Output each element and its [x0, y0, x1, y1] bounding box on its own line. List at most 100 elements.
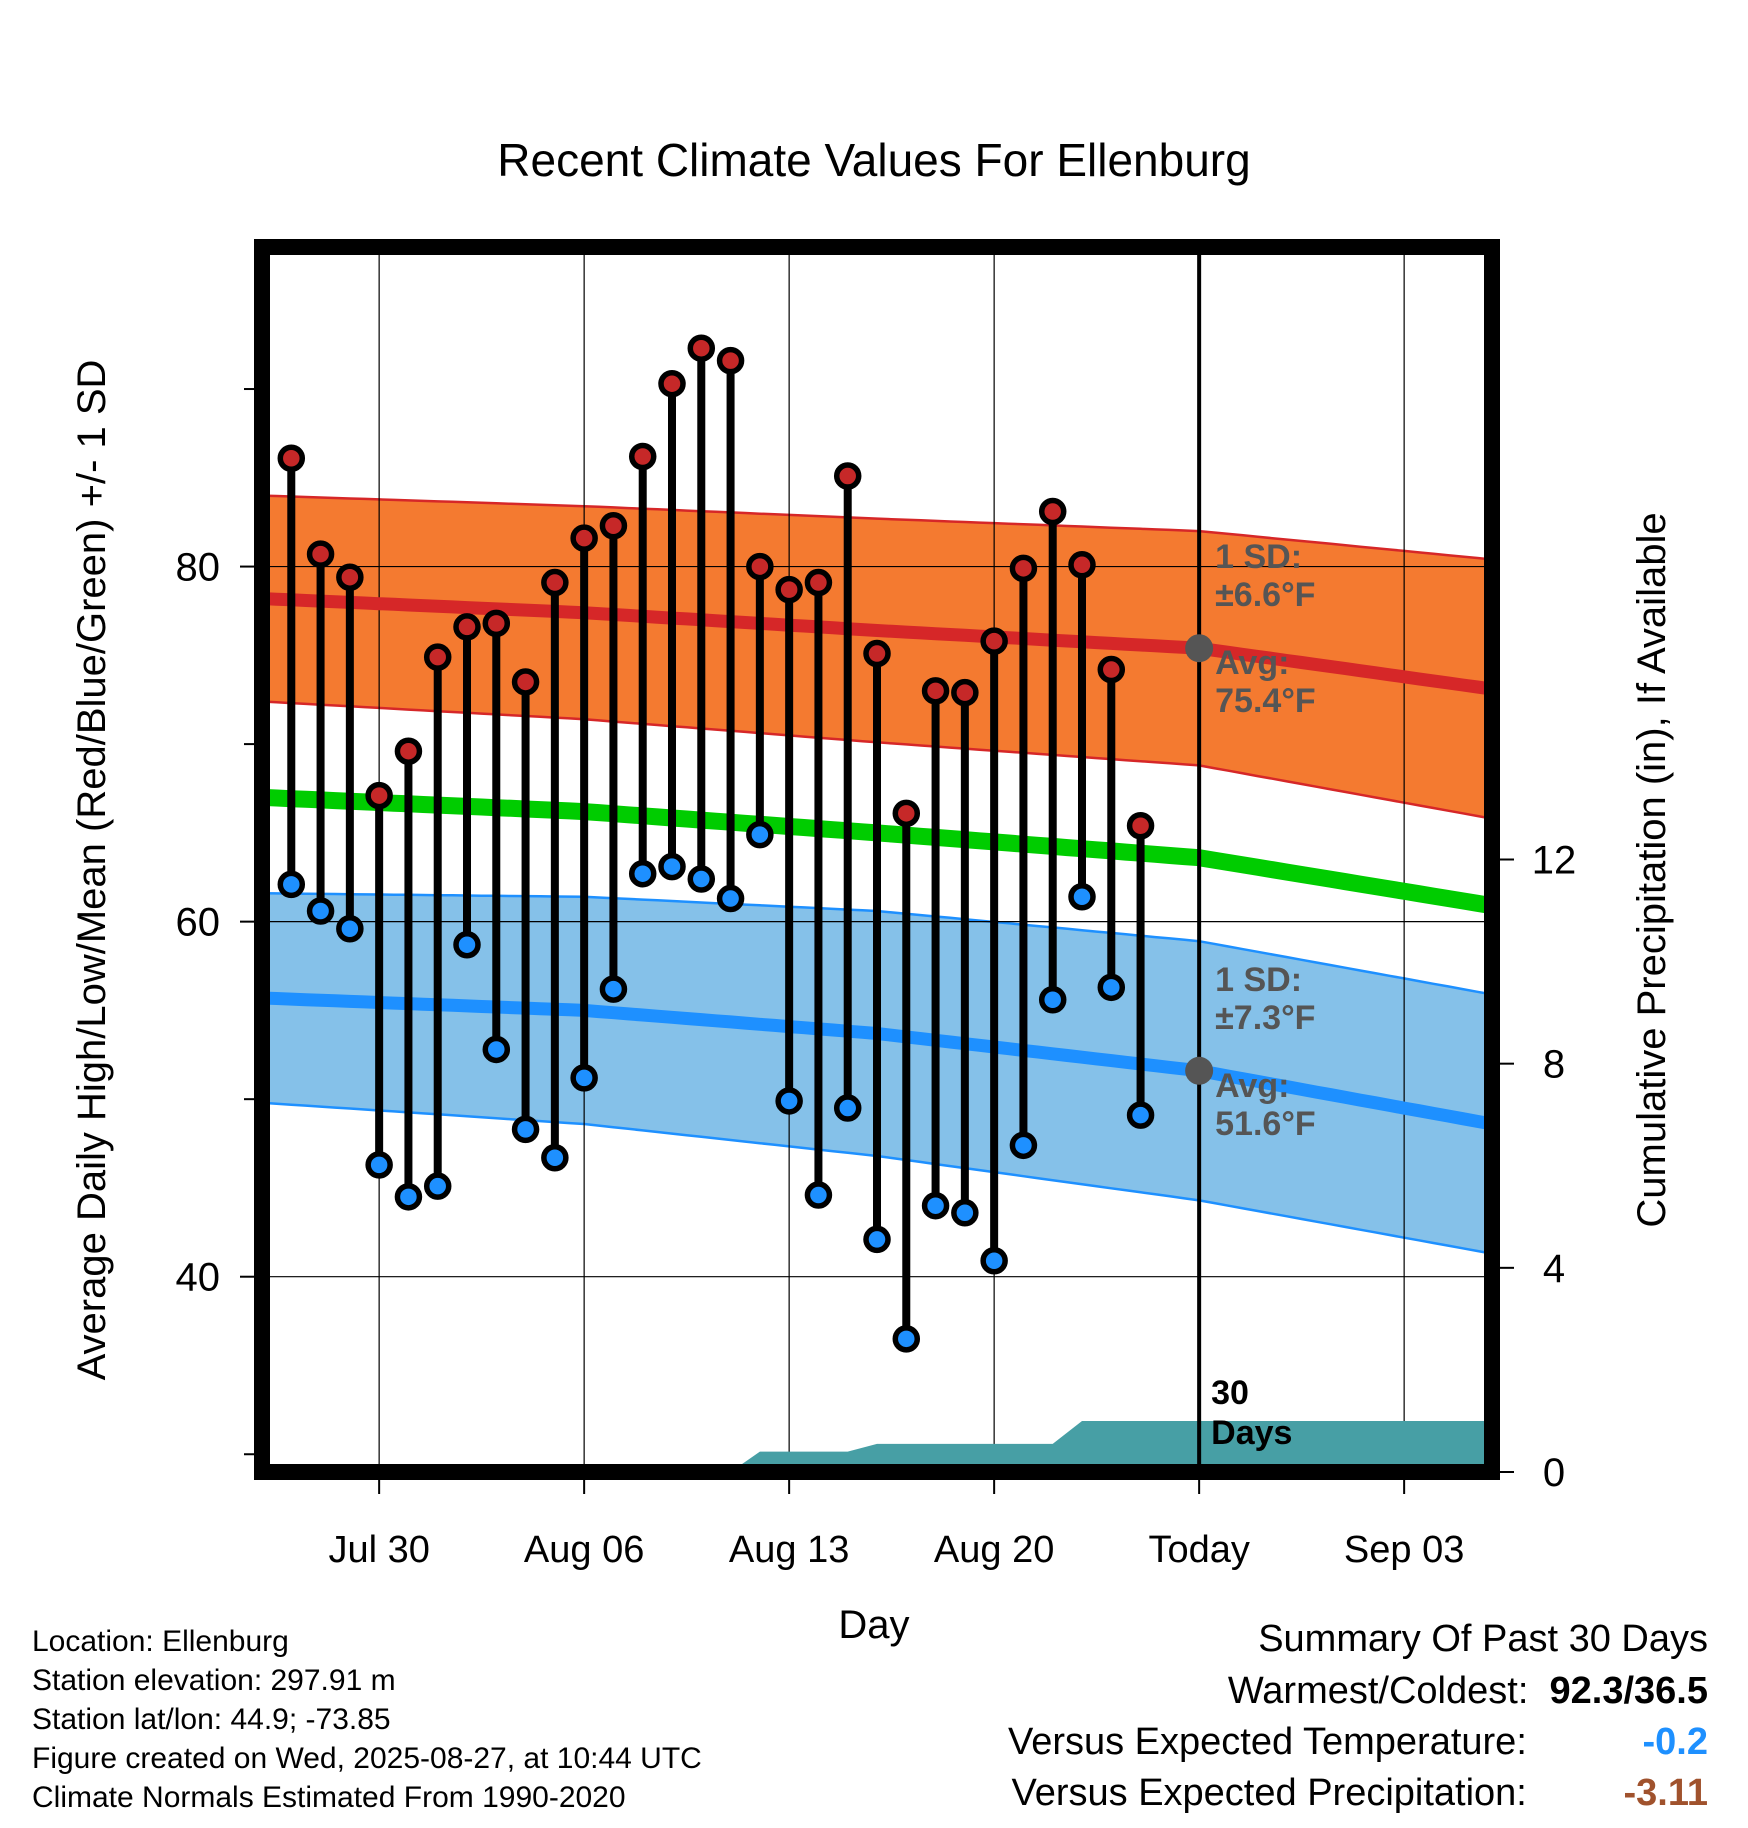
temp-value: -0.2	[1642, 1721, 1708, 1763]
daily-low-point	[482, 1035, 511, 1064]
x-axis-label: Day	[838, 1603, 909, 1647]
daily-low-point	[687, 865, 716, 893]
y-axis-label-right: Cumulative Precipitation (in), If Availa…	[1630, 512, 1674, 1227]
x-tick-label: Aug 13	[729, 1529, 849, 1571]
daily-low-point	[423, 1172, 452, 1200]
daily-high-point	[1068, 551, 1096, 579]
daily-high-point	[1126, 812, 1155, 840]
daily-low-point	[746, 820, 774, 849]
plot-border	[254, 239, 1500, 1480]
daily-high-point	[716, 346, 745, 375]
daily-high-point	[658, 369, 686, 398]
daily-low-point	[980, 1246, 1008, 1275]
normal-high-line	[261, 592, 1493, 696]
daily-high-point	[570, 524, 598, 552]
daily-low-point	[628, 859, 657, 888]
x-tick-label: Sep 03	[1344, 1529, 1464, 1571]
daily-low-point	[1097, 973, 1126, 1002]
daily-high-point	[775, 575, 803, 604]
daily-high-point	[687, 334, 716, 362]
daily-high-point	[336, 563, 364, 591]
daily-high-point	[1038, 497, 1067, 526]
daily-high-point	[423, 643, 452, 671]
daily-high-point	[541, 568, 569, 597]
daily-high-point	[453, 613, 481, 641]
daily-low-point	[951, 1199, 979, 1227]
daily-low-point	[1009, 1131, 1038, 1160]
daily-low-point	[658, 852, 686, 881]
info-created: Figure created on Wed, 2025-08-27, at 10…	[32, 1742, 702, 1775]
y-left-tick-label: 60	[176, 901, 221, 945]
high-sd-label: 1 SD:	[1215, 538, 1302, 576]
daily-low-point	[716, 884, 745, 913]
precipitation-area	[262, 1421, 1492, 1472]
precip-label: Versus Expected Precipitation:	[1011, 1772, 1527, 1814]
daily-low-point	[365, 1151, 393, 1179]
daily-high-point	[306, 540, 335, 568]
daily-high-point	[892, 799, 921, 828]
period-label-number: 30	[1211, 1374, 1249, 1412]
daily-high-point	[482, 609, 511, 638]
y-right-tick-label: 4	[1543, 1247, 1565, 1291]
daily-high-point	[599, 511, 628, 540]
daily-high-point	[277, 444, 306, 473]
daily-low-point	[1126, 1101, 1155, 1129]
high-avg-label: Avg:	[1215, 644, 1289, 682]
y-right-tick-label: 0	[1543, 1451, 1565, 1495]
summary-warm-cold: Warmest/Coldest: 92.3/36.5	[1228, 1670, 1708, 1713]
low-avg-marker	[1185, 1056, 1214, 1085]
warm-cold-value: 92.3/36.5	[1549, 1670, 1708, 1712]
daily-low-point	[394, 1183, 423, 1211]
low-avg-value: 51.6°F	[1215, 1105, 1316, 1143]
y-right-tick-label: 12	[1532, 839, 1577, 883]
low-avg-label: Avg:	[1215, 1067, 1289, 1105]
daily-high-point	[394, 737, 423, 765]
daily-high-point	[628, 442, 657, 471]
x-tick-label: Jul 30	[328, 1529, 429, 1571]
daily-low-point	[336, 914, 364, 943]
daily-low-point	[804, 1181, 833, 1209]
daily-low-point	[892, 1325, 921, 1353]
daily-high-point	[833, 462, 862, 490]
warm-cold-label: Warmest/Coldest:	[1227, 1670, 1529, 1712]
daily-high-point	[951, 678, 979, 707]
chart-title: Recent Climate Values For Ellenburg	[497, 134, 1250, 186]
daily-high-point	[1009, 554, 1038, 583]
daily-high-point	[980, 627, 1008, 655]
info-location: Location: Ellenburg	[32, 1625, 289, 1658]
low-sd-label: 1 SD:	[1215, 961, 1302, 999]
daily-low-point	[863, 1225, 891, 1254]
x-tick-label: Aug 06	[524, 1529, 644, 1571]
y-left-tick-label: 40	[176, 1256, 221, 1300]
daily-low-point	[570, 1064, 598, 1092]
y-right-tick-label: 8	[1543, 1043, 1565, 1087]
info-latlon: Station lat/lon: 44.9; -73.85	[32, 1703, 391, 1736]
daily-high-point	[365, 781, 393, 810]
daily-low-point	[306, 897, 335, 925]
y-left-tick-label: 80	[176, 546, 221, 590]
low-sd-value: ±7.3°F	[1215, 999, 1315, 1037]
daily-low-point	[1068, 883, 1096, 911]
axes: Jul 30 Aug 06 Aug 13 Aug 20 Today Sep 0340608…	[176, 388, 1577, 1571]
cumulative-precipitation	[262, 1421, 1492, 1472]
daily-low-point	[541, 1144, 569, 1172]
daily-low-point	[453, 930, 481, 959]
summary-title: Summary Of Past 30 Days	[1258, 1618, 1708, 1660]
plot-frame	[254, 239, 1500, 1480]
x-tick-label: Today	[1148, 1529, 1249, 1571]
daily-low-point	[921, 1191, 950, 1220]
y-axis-label-left: Average Daily High/Low/Mean (Red/Blue/Gr…	[70, 360, 114, 1381]
daily-low-point	[833, 1094, 862, 1122]
daily-high-point	[921, 677, 950, 705]
info-elevation: Station elevation: 297.91 m	[32, 1664, 396, 1697]
high-sd-value: ±6.6°F	[1215, 576, 1315, 614]
x-tick-label: Aug 20	[934, 1529, 1054, 1571]
high-avg-marker	[1185, 634, 1214, 663]
daily-low-point	[511, 1115, 540, 1144]
daily-low-point	[277, 870, 306, 899]
period-label-unit: Days	[1211, 1414, 1292, 1452]
precip-value: -3.11	[1623, 1772, 1708, 1814]
daily-high-point	[804, 568, 833, 597]
